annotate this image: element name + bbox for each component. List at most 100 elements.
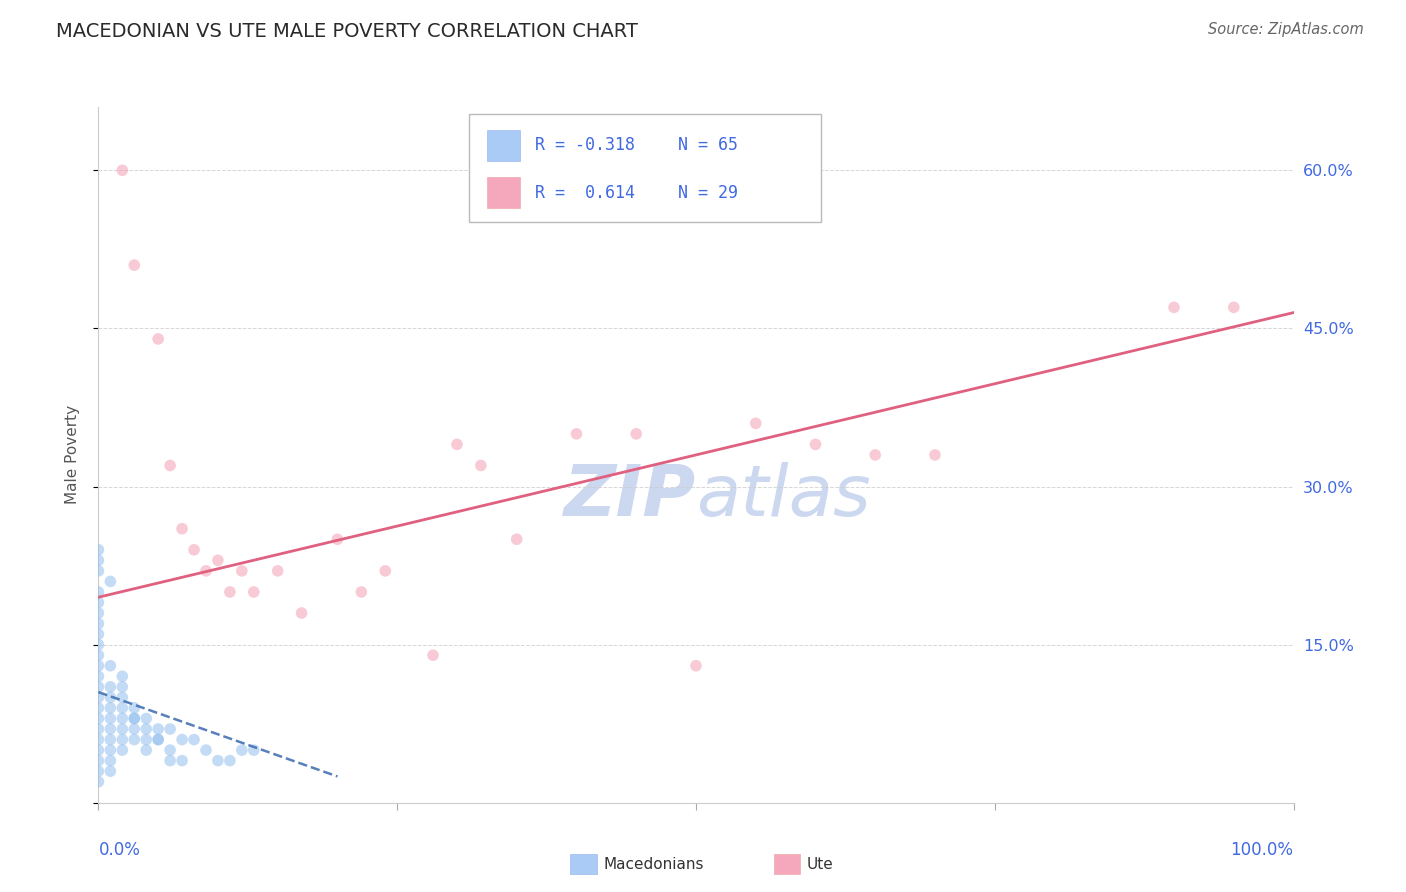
Point	[87, 764, 110, 779]
Point	[243, 743, 266, 757]
Point	[87, 754, 110, 768]
Point	[124, 732, 146, 747]
Point	[98, 574, 122, 589]
FancyBboxPatch shape	[571, 854, 596, 874]
Point	[231, 564, 253, 578]
Point	[87, 658, 110, 673]
Text: Macedonians: Macedonians	[605, 856, 704, 871]
Point	[291, 606, 314, 620]
Point	[326, 533, 349, 547]
Point	[98, 690, 122, 705]
Text: Source: ZipAtlas.com: Source: ZipAtlas.com	[1208, 22, 1364, 37]
Point	[1222, 301, 1246, 315]
Point	[194, 743, 218, 757]
Point	[98, 701, 122, 715]
Point	[243, 585, 266, 599]
Point	[685, 658, 707, 673]
Point	[87, 732, 110, 747]
Point	[98, 711, 122, 725]
Point	[87, 774, 110, 789]
Text: MACEDONIAN VS UTE MALE POVERTY CORRELATION CHART: MACEDONIAN VS UTE MALE POVERTY CORRELATI…	[56, 22, 638, 41]
Point	[626, 426, 648, 441]
Point	[446, 437, 468, 451]
Text: R =  0.614: R = 0.614	[534, 184, 634, 202]
Point	[124, 701, 146, 715]
Text: N = 65: N = 65	[678, 136, 738, 154]
Point	[183, 732, 205, 747]
Text: N = 29: N = 29	[678, 184, 738, 202]
Point	[1163, 301, 1185, 315]
Text: atlas: atlas	[696, 462, 870, 531]
Point	[124, 711, 146, 725]
Point	[87, 627, 110, 641]
Point	[148, 732, 170, 747]
Point	[111, 743, 134, 757]
Point	[87, 638, 110, 652]
Point	[506, 533, 529, 547]
Text: 0.0%: 0.0%	[98, 841, 141, 859]
Point	[98, 680, 122, 694]
Point	[111, 701, 134, 715]
Point	[219, 585, 242, 599]
Point	[124, 711, 146, 725]
Text: R = -0.318: R = -0.318	[534, 136, 634, 154]
Point	[87, 680, 110, 694]
Point	[98, 754, 122, 768]
Point	[98, 743, 122, 757]
Point	[172, 732, 194, 747]
Point	[148, 722, 170, 736]
Point	[159, 754, 181, 768]
FancyBboxPatch shape	[773, 854, 800, 874]
Point	[87, 669, 110, 683]
Point	[172, 754, 194, 768]
Point	[87, 585, 110, 599]
Text: Ute: Ute	[807, 856, 834, 871]
Point	[207, 553, 229, 567]
Point	[98, 658, 122, 673]
Y-axis label: Male Poverty: Male Poverty	[65, 405, 80, 505]
Point	[111, 680, 134, 694]
Point	[422, 648, 444, 663]
Point	[87, 595, 110, 609]
Point	[98, 722, 122, 736]
Point	[350, 585, 373, 599]
Point	[135, 743, 157, 757]
Point	[87, 722, 110, 736]
FancyBboxPatch shape	[486, 130, 520, 161]
Point	[87, 542, 110, 557]
Point	[183, 542, 205, 557]
Point	[565, 426, 588, 441]
Point	[87, 553, 110, 567]
Point	[87, 616, 110, 631]
Point	[111, 163, 134, 178]
Point	[87, 743, 110, 757]
Point	[804, 437, 827, 451]
Point	[98, 732, 122, 747]
Point	[159, 743, 181, 757]
Point	[124, 722, 146, 736]
FancyBboxPatch shape	[470, 114, 821, 222]
Point	[111, 732, 134, 747]
Point	[924, 448, 946, 462]
Point	[159, 458, 181, 473]
Point	[172, 522, 194, 536]
Point	[267, 564, 290, 578]
Point	[374, 564, 396, 578]
Point	[135, 722, 157, 736]
Point	[87, 711, 110, 725]
Point	[111, 711, 134, 725]
Point	[87, 690, 110, 705]
Point	[135, 711, 157, 725]
Point	[148, 732, 170, 747]
Point	[470, 458, 492, 473]
Point	[124, 258, 146, 272]
Point	[111, 722, 134, 736]
Point	[148, 332, 170, 346]
Point	[231, 743, 253, 757]
Point	[135, 732, 157, 747]
Text: 100.0%: 100.0%	[1230, 841, 1294, 859]
Point	[194, 564, 218, 578]
Point	[863, 448, 887, 462]
Point	[745, 417, 768, 431]
Point	[87, 648, 110, 663]
